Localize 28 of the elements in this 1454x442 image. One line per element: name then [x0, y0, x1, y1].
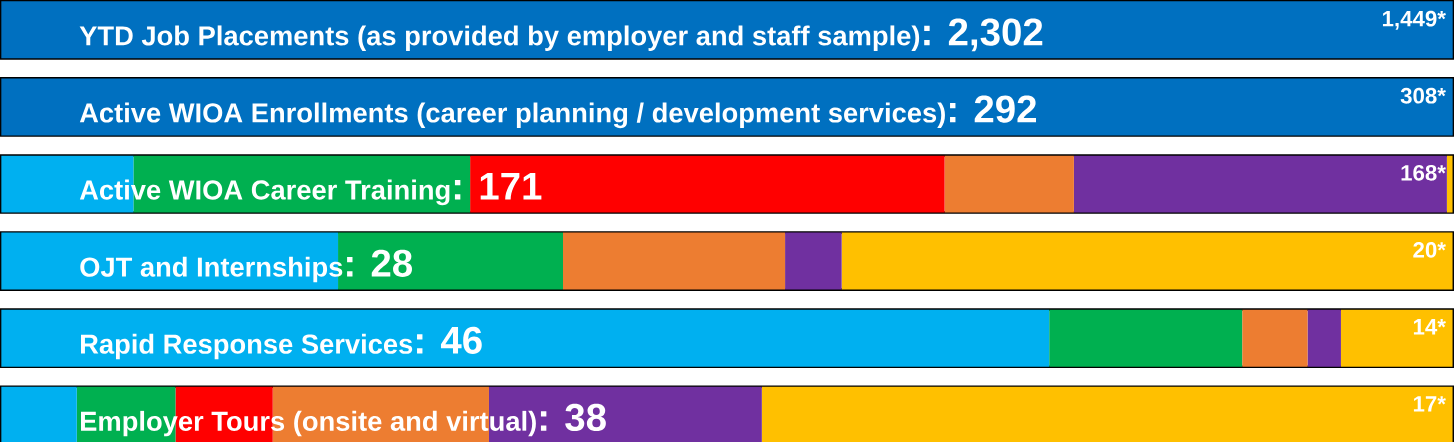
bar	[1340, 309, 1453, 367]
annotation: 20*	[1413, 241, 1446, 258]
bar	[470, 155, 945, 213]
bar	[841, 232, 1453, 290]
bar	[1, 386, 77, 442]
bar	[1242, 309, 1308, 367]
annotation: : 38	[540, 403, 606, 431]
bar	[1073, 155, 1447, 213]
annotation: : 28	[347, 249, 413, 277]
annotation: : 2,302	[924, 18, 1043, 52]
annotation: 1,449*	[1382, 10, 1446, 30]
annotation: 17*	[1413, 396, 1446, 412]
annotation: : 46	[417, 326, 482, 354]
bar	[1, 309, 1050, 367]
annotation: 168*	[1401, 164, 1446, 181]
bar	[1307, 309, 1341, 367]
bar	[761, 386, 1453, 442]
y-tick-label: Active WIOA Enrollments (career planning / development services)	[79, 102, 945, 129]
bar	[563, 232, 786, 290]
y-tick-label: YTD Job Placements (as provided by employer and staff sample)	[79, 25, 920, 51]
annotation: : 292	[950, 95, 1037, 123]
y-tick-label: Rapid Response Services	[81, 333, 413, 360]
bar	[944, 155, 1074, 213]
annotation: 308*	[1400, 87, 1446, 104]
bar	[785, 232, 842, 290]
annotation: 14*	[1413, 318, 1446, 335]
annotation: : 171	[454, 172, 542, 200]
bar	[1049, 309, 1243, 367]
